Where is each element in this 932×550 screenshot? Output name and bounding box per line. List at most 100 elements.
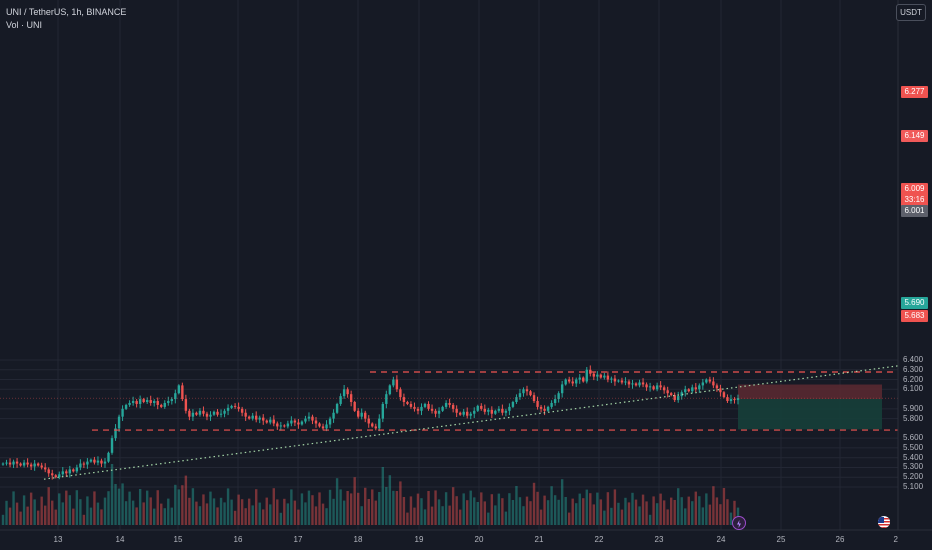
candle-body	[666, 390, 669, 394]
candle-body	[371, 423, 374, 427]
volume-bar	[413, 507, 416, 525]
candle-body	[599, 374, 603, 378]
time-tick: 21	[534, 535, 544, 544]
volume-bar	[399, 481, 402, 525]
volume-bar	[15, 502, 19, 525]
volume-bar	[205, 503, 209, 525]
candle-body	[455, 408, 458, 413]
volume-bar	[251, 505, 254, 525]
candles	[1, 365, 740, 480]
currency-button[interactable]: USDT	[896, 4, 926, 21]
volume-bar	[61, 502, 64, 525]
candle-body	[603, 375, 606, 378]
candle-body	[423, 403, 427, 407]
candle-body	[26, 462, 29, 465]
candle-body	[525, 389, 529, 392]
volume-bar	[68, 495, 72, 525]
support-price-tag: 5.683	[901, 310, 928, 322]
volume-bar	[402, 497, 406, 525]
volume-bar	[335, 478, 339, 525]
candle-body	[117, 416, 121, 429]
symbol-title[interactable]: UNI / TetherUS, 1h, BINANCE	[6, 7, 127, 17]
volume-bar	[212, 498, 216, 525]
candle-body	[378, 418, 381, 429]
volume-bar	[40, 496, 43, 525]
volume-indicator-label[interactable]: Vol · UNI	[6, 20, 43, 30]
candle-body	[1, 463, 5, 465]
volume-bar	[184, 475, 188, 525]
candle-body	[325, 424, 328, 429]
candle-body	[708, 379, 712, 382]
candle-body	[441, 406, 444, 411]
us-flag-icon[interactable]	[878, 516, 890, 528]
candle-body	[515, 397, 518, 403]
candle-body	[145, 400, 149, 403]
volume-bar	[332, 498, 335, 525]
candle-body	[128, 402, 131, 405]
volume-bar	[107, 491, 110, 525]
candle-body	[434, 410, 437, 414]
candle-body	[560, 384, 564, 394]
volume-bar	[223, 502, 226, 525]
candle-body	[543, 408, 546, 411]
volume-bar	[258, 502, 261, 525]
volume-bar	[272, 488, 275, 525]
candle-body	[701, 382, 705, 386]
volume-bar	[188, 497, 191, 525]
volume-bars	[1, 464, 740, 525]
volume-bar	[585, 489, 588, 525]
volume-bar	[553, 495, 557, 525]
volume-bar	[195, 501, 198, 525]
price-tick: 5.100	[903, 482, 924, 491]
volume-bar	[117, 488, 121, 525]
volume-bar	[494, 505, 497, 525]
volume-bar	[321, 503, 325, 525]
candle-body	[160, 404, 163, 407]
volume-bar	[543, 495, 546, 525]
time-tick: 13	[53, 535, 63, 544]
volume-bar	[522, 506, 525, 525]
candle-body	[546, 406, 550, 411]
volume-bar	[131, 500, 135, 525]
time-tick: 18	[353, 535, 363, 544]
volume-bar	[47, 487, 50, 525]
volume-bar	[504, 511, 508, 525]
candle-body	[44, 467, 47, 470]
volume-bar	[300, 493, 304, 525]
candle-body	[694, 387, 697, 390]
volume-bar	[476, 502, 479, 525]
candle-body	[406, 402, 409, 404]
candle-body	[722, 392, 726, 398]
candle-body	[736, 398, 740, 401]
candle-body	[719, 388, 722, 393]
candle-body	[170, 399, 174, 402]
volume-bar	[385, 487, 388, 525]
volume-bar	[451, 487, 455, 525]
lightning-icon[interactable]	[732, 516, 746, 530]
volume-bar	[448, 505, 451, 525]
volume-bar	[135, 507, 138, 525]
volume-bar	[715, 497, 719, 525]
volume-bar	[532, 482, 536, 525]
volume-bar	[564, 497, 567, 525]
candle-body	[395, 379, 399, 390]
volume-bar	[420, 498, 423, 525]
candle-body	[72, 469, 75, 472]
volume-bar	[93, 491, 96, 525]
time-tick: 16	[233, 535, 243, 544]
candle-body	[729, 399, 733, 402]
candle-body	[233, 405, 237, 407]
candle-body	[181, 385, 184, 400]
current-price-value: 6.009	[904, 184, 925, 193]
volume-bar	[575, 503, 578, 525]
candle-body	[715, 385, 719, 389]
candle-body	[314, 420, 318, 424]
volume-bar	[691, 501, 694, 525]
volume-bar	[613, 489, 617, 525]
volume-bar	[669, 497, 673, 525]
volume-bar	[297, 509, 300, 525]
candle-body	[58, 474, 61, 478]
candle-body	[553, 399, 557, 403]
time-tick: 22	[594, 535, 604, 544]
